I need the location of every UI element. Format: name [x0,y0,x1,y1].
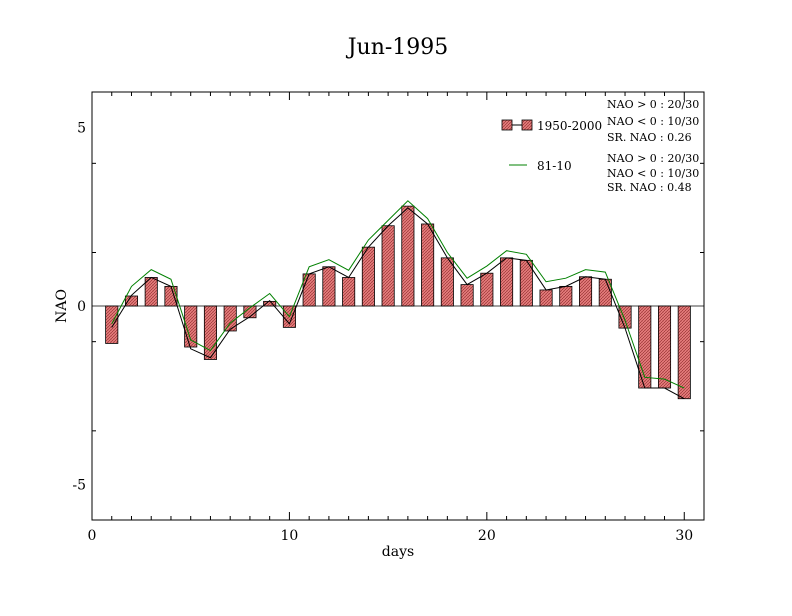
bar-day-24 [559,285,573,307]
bar-day-25 [579,276,593,307]
bar-day-16 [401,205,415,307]
line-series-black-0 [111,207,685,400]
y-tick-label--5: -5 [72,477,86,493]
legend-label-81-10: 81-10 [537,159,572,173]
chart-title: Jun-1995 [346,35,449,60]
bar-day-13 [342,277,356,307]
y-tick-label-5: 5 [77,121,86,137]
bar-day-7 [223,305,237,332]
x-axis-label: days [382,544,414,560]
line-series-81-10 [111,200,685,389]
x-tick-label-30: 30 [675,528,693,544]
x-tick-label-0: 0 [88,528,97,544]
bar-day-2 [124,295,139,307]
bar-day-20 [480,272,494,307]
bar-day-1 [105,305,119,344]
bar-day-17 [421,223,435,307]
legend-label-1950-2000: 1950-2000 [537,119,602,133]
bar-day-4 [164,285,178,307]
plot-area [92,200,704,400]
stat-8110-nao-neg: NAO < 0 : 10/30 [607,167,699,180]
bar-day-15 [381,225,395,307]
plot-frame [91,91,705,521]
x-tick-label-10: 10 [281,528,299,544]
stat-8110-sr-nao: SR. NAO : 0.48 [607,181,692,194]
y-axis-label: NAO [54,289,70,323]
stat-1950-nao-pos: NAO > 0 : 20/30 [607,98,699,111]
bar-day-5 [184,305,198,348]
legend: 1950-2000 81-10 NAO > 0 : 20/30 NAO < 0 … [501,98,699,194]
legend-swatch-bar-left [501,119,513,131]
legend-swatch-bar-right [521,119,533,131]
stat-1950-sr-nao: SR. NAO : 0.26 [607,131,692,144]
bar-day-19 [460,284,474,307]
bar-day-23 [539,289,553,307]
bar-day-12 [322,266,336,307]
stat-8110-nao-pos: NAO > 0 : 20/30 [607,152,699,165]
bar-day-21 [500,257,514,307]
y-tick-label-0: 0 [77,299,86,315]
bar-day-14 [361,246,375,307]
x-tick-label-20: 20 [478,528,496,544]
bar-day-18 [440,257,454,307]
bar-day-29 [657,305,672,389]
axis-ticks: 0 10 20 30 -5 0 5 [72,92,705,544]
bar-day-30 [677,305,691,400]
stat-1950-nao-neg: NAO < 0 : 10/30 [607,115,699,128]
